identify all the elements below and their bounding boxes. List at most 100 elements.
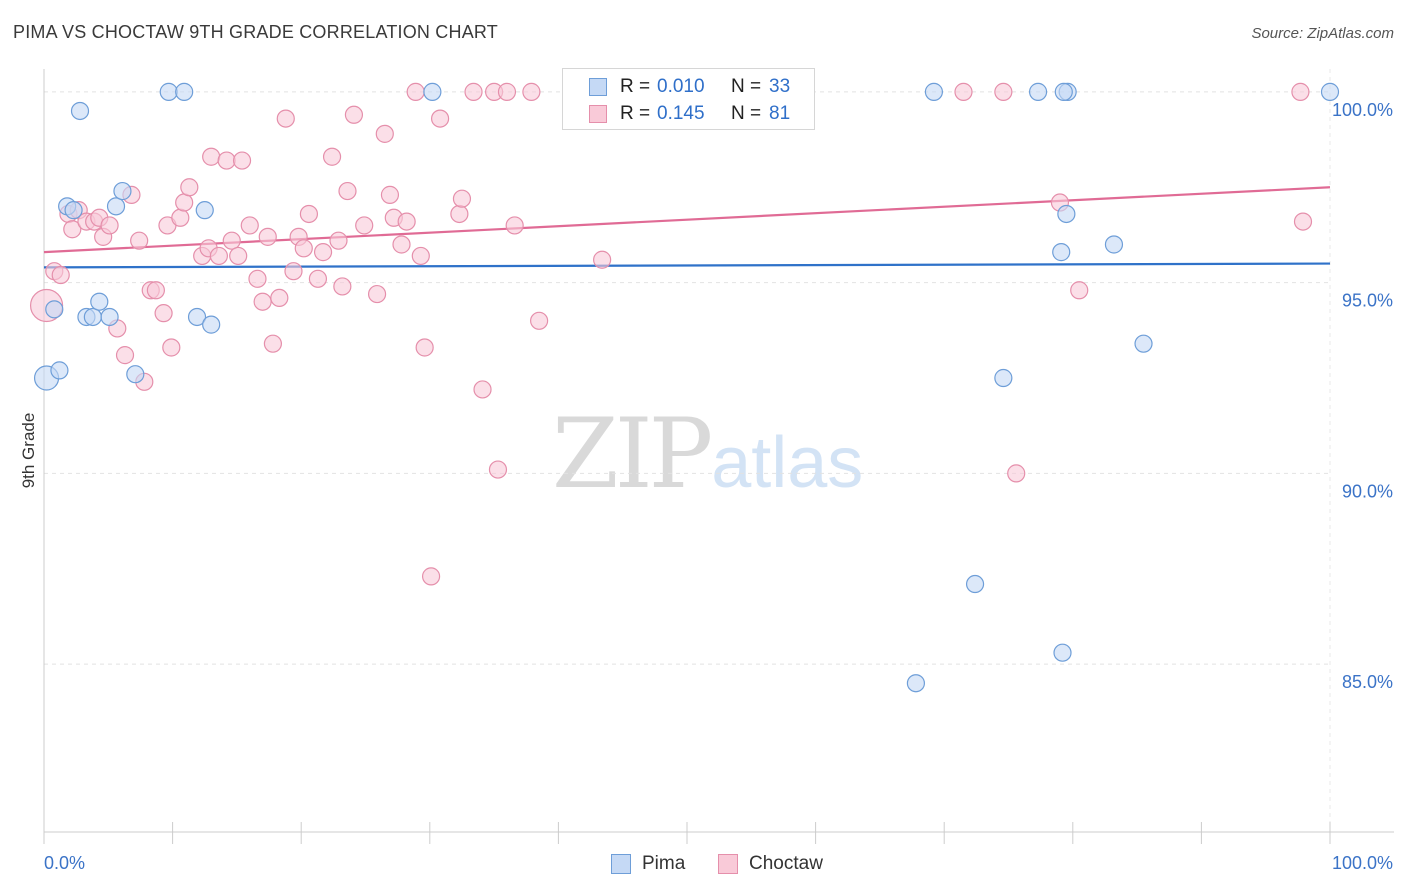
data-point-choctaw xyxy=(171,208,190,227)
data-point-pima xyxy=(994,368,1013,388)
data-point-choctaw xyxy=(329,231,348,250)
data-point-choctaw xyxy=(1070,281,1089,300)
legend-r-label: R = xyxy=(620,103,651,124)
data-point-choctaw xyxy=(217,151,236,170)
data-point-pima xyxy=(106,197,126,216)
y-tick-label: 100.0% xyxy=(1332,100,1393,120)
series-pima xyxy=(33,82,1340,693)
data-point-choctaw xyxy=(313,243,333,262)
tick-labels: 100.0% 95.0% 90.0% 85.0% 0.0% 100.0% 9th Grade xyxy=(19,100,1393,873)
data-point-choctaw xyxy=(248,269,267,288)
source-label: Source: ZipAtlas.com xyxy=(1251,25,1394,42)
data-point-pima xyxy=(1053,643,1072,662)
data-point-choctaw xyxy=(593,250,612,269)
series-legend-swatch-choctaw xyxy=(718,854,738,874)
data-point-choctaw xyxy=(1007,464,1026,483)
legend-row-choctaw: R = 0.145 N = 81 xyxy=(563,100,814,126)
data-point-choctaw xyxy=(415,338,434,357)
data-point-choctaw xyxy=(338,181,357,201)
legend-r-label: R = xyxy=(620,76,651,97)
series-legend-swatch-pima xyxy=(611,854,631,874)
data-point-choctaw xyxy=(367,284,387,304)
data-point-choctaw xyxy=(421,567,441,586)
data-point-choctaw xyxy=(51,265,70,285)
data-point-choctaw xyxy=(115,346,135,365)
data-point-choctaw xyxy=(270,288,289,307)
trend-line-pima xyxy=(43,262,1331,269)
stats-legend: R = 0.010 N = 33 R = 0.145 N = 81 xyxy=(562,68,815,130)
data-point-choctaw xyxy=(954,82,973,101)
data-point-pima xyxy=(1057,204,1076,224)
data-point-choctaw xyxy=(355,216,374,235)
legend-r-value: 0.145 xyxy=(657,103,705,124)
y-tick-label: 85.0% xyxy=(1342,672,1393,692)
data-point-choctaw xyxy=(222,231,241,250)
data-point-pima xyxy=(64,201,83,220)
data-point-pima xyxy=(1052,243,1071,262)
watermark-zip: ZIP xyxy=(552,398,713,510)
legend-n-label: N = xyxy=(731,76,762,97)
x-tick-label: 100.0% xyxy=(1332,853,1393,873)
data-point-pima xyxy=(45,300,64,319)
data-points xyxy=(29,82,1340,693)
legend-n-label: N = xyxy=(731,103,762,124)
data-point-pima xyxy=(126,365,145,384)
data-point-choctaw xyxy=(452,189,472,208)
grid-lines xyxy=(44,69,1331,832)
legend-n-value: 33 xyxy=(769,76,791,97)
data-point-pima xyxy=(423,82,442,101)
data-point-choctaw xyxy=(430,109,450,128)
data-point-pima xyxy=(175,82,194,101)
data-point-choctaw xyxy=(154,304,173,323)
data-point-pima xyxy=(187,307,207,327)
data-point-choctaw xyxy=(240,216,259,235)
chart-title: PIMA VS CHOCTAW 9TH GRADE CORRELATION CH… xyxy=(13,22,498,42)
legend-swatch-pima xyxy=(589,78,607,96)
data-point-choctaw xyxy=(344,105,364,124)
data-point-choctaw xyxy=(253,292,272,311)
y-tick-label: 90.0% xyxy=(1342,481,1393,501)
data-point-choctaw xyxy=(1291,82,1310,101)
trend-lines xyxy=(43,186,1331,269)
series-legend-label-pima: Pima xyxy=(642,853,686,874)
data-point-choctaw xyxy=(411,246,430,266)
data-point-choctaw xyxy=(1293,212,1313,231)
data-point-pima xyxy=(100,307,119,327)
data-point-pima xyxy=(965,574,985,594)
data-point-pima xyxy=(195,201,214,220)
data-point-choctaw xyxy=(202,147,221,166)
data-point-pima xyxy=(159,82,178,101)
data-point-choctaw xyxy=(100,216,119,235)
data-point-choctaw xyxy=(530,311,549,330)
watermark-atlas: atlas xyxy=(711,423,864,503)
data-point-choctaw xyxy=(276,109,295,128)
data-point-choctaw xyxy=(522,82,541,101)
data-point-choctaw xyxy=(375,124,394,143)
data-point-choctaw xyxy=(162,338,181,357)
data-point-choctaw xyxy=(258,227,277,246)
data-point-pima xyxy=(90,292,109,311)
data-point-pima xyxy=(50,361,69,380)
axes xyxy=(43,69,1394,844)
series-choctaw xyxy=(29,82,1313,586)
y-tick-label: 95.0% xyxy=(1342,291,1393,311)
data-point-choctaw xyxy=(473,380,492,399)
data-point-choctaw xyxy=(229,246,248,266)
data-point-choctaw xyxy=(175,193,194,212)
data-point-choctaw xyxy=(308,269,328,288)
watermark: ZIPatlas xyxy=(552,398,863,510)
data-point-pima xyxy=(906,674,926,693)
legend-n-value: 81 xyxy=(769,103,791,124)
data-point-choctaw xyxy=(146,281,165,300)
data-point-choctaw xyxy=(299,204,319,224)
data-point-choctaw xyxy=(130,231,149,250)
data-point-choctaw xyxy=(284,262,303,281)
data-point-choctaw xyxy=(232,151,252,170)
data-point-choctaw xyxy=(263,334,283,353)
data-point-pima xyxy=(1320,82,1340,101)
data-point-choctaw xyxy=(464,82,483,101)
data-point-pima xyxy=(1028,82,1048,101)
legend-r-value: 0.010 xyxy=(657,76,705,97)
y-axis-label: 9th Grade xyxy=(19,413,38,489)
